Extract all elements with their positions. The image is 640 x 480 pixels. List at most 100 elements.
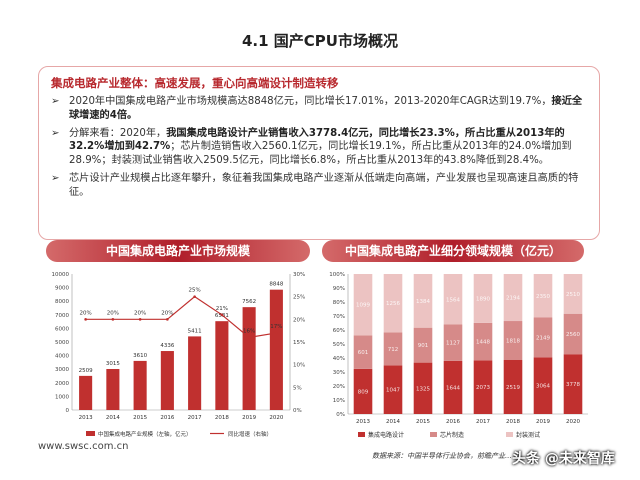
segment-value-label: 1256 bbox=[386, 301, 400, 307]
stacked-bar-segment bbox=[563, 274, 583, 314]
growth-label: 17% bbox=[270, 324, 282, 330]
x-tick-label: 2013 bbox=[79, 415, 93, 421]
x-tick-label: 2014 bbox=[386, 419, 400, 425]
y-tick-label: 90% bbox=[333, 286, 345, 292]
x-tick-label: 2018 bbox=[215, 415, 229, 421]
segment-value-label: 1448 bbox=[476, 340, 490, 346]
stacked-bar-segment bbox=[413, 362, 433, 414]
growth-point bbox=[275, 331, 278, 335]
y-right-tick-label: 25% bbox=[293, 295, 305, 301]
bar-value-label: 8848 bbox=[269, 282, 283, 288]
stacked-bar-segment bbox=[533, 317, 553, 358]
legend-bar-label: 中国集成电路产业规模（左轴，亿元） bbox=[98, 430, 192, 438]
segment-value-label: 2194 bbox=[506, 296, 520, 302]
legend-swatch bbox=[358, 432, 365, 437]
y-left-tick-label: 9000 bbox=[55, 286, 69, 292]
growth-point bbox=[193, 295, 196, 298]
stacked-bar-segment bbox=[353, 274, 373, 336]
growth-label: 21% bbox=[216, 306, 228, 312]
stacked-bar-segment bbox=[503, 360, 523, 414]
stacked-bar-segment bbox=[383, 274, 403, 333]
x-tick-label: 2019 bbox=[242, 415, 256, 421]
growth-point bbox=[166, 318, 169, 321]
bar bbox=[79, 375, 93, 410]
x-tick-label: 2014 bbox=[106, 415, 120, 421]
bar bbox=[188, 336, 202, 410]
footer-url[interactable]: www.swsc.com.cn bbox=[38, 441, 129, 452]
bullet-plain-text: ；芯片制造销售收入2560.1亿元，同比增长19.1%，所占比重从2013年的2… bbox=[69, 141, 572, 167]
bar-value-label: 2509 bbox=[79, 368, 93, 374]
segment-value-label: 1384 bbox=[416, 299, 430, 305]
x-tick-label: 2016 bbox=[446, 419, 460, 425]
y-tick-label: 10% bbox=[333, 398, 345, 404]
legend-label: 集成电路设计 bbox=[368, 431, 404, 439]
bar bbox=[242, 307, 256, 410]
stacked-bar-segment bbox=[563, 354, 583, 414]
watermark: 头条 @未来智库 bbox=[512, 451, 615, 467]
bullet-plain-text: 分解来看：2020年， bbox=[69, 127, 167, 139]
x-tick-label: 2017 bbox=[188, 415, 202, 421]
stacked-bar-segment bbox=[383, 365, 403, 414]
x-tick-label: 2016 bbox=[160, 415, 174, 421]
right-chart-title: 中国集成电路产业细分领域规模（亿元） bbox=[322, 240, 584, 262]
stacked-bar-segment bbox=[533, 274, 553, 318]
y-left-tick-label: 0 bbox=[66, 408, 70, 414]
segment-value-label: 1564 bbox=[446, 297, 460, 303]
bullet-arrow-icon: ➢ bbox=[51, 172, 60, 184]
y-left-tick-label: 4000 bbox=[55, 354, 69, 360]
segment-value-label: 1644 bbox=[446, 385, 460, 391]
segment-value-label: 2560 bbox=[566, 332, 580, 338]
y-left-tick-label: 7000 bbox=[55, 313, 69, 319]
segment-value-label: 2519 bbox=[506, 385, 520, 391]
stacked-bar-segment bbox=[353, 335, 373, 369]
stacked-bar-segment bbox=[473, 274, 493, 323]
x-tick-label: 2020 bbox=[269, 415, 283, 421]
y-left-tick-label: 1000 bbox=[55, 394, 69, 400]
bullet-text: 2020年中国集成电路产业市场规模高达8848亿元，同比增长17.01%，201… bbox=[69, 95, 587, 123]
page-title: 4.1 国产CPU市场概况 bbox=[242, 32, 398, 50]
y-right-tick-label: 20% bbox=[293, 317, 305, 323]
stacked-bar-segment bbox=[353, 368, 373, 414]
y-left-tick-label: 2000 bbox=[55, 381, 69, 387]
market-size-chart: 0 1000 2000 3000 4000 5000 6000 7000 8000 9000 100… bbox=[52, 272, 306, 438]
segment-value-label: 2510 bbox=[566, 292, 580, 298]
y-tick-label: 70% bbox=[333, 314, 345, 320]
growth-point bbox=[220, 313, 224, 317]
bullet-plain-text: 芯片设计产业规模占比逐年攀升，象征着我国集成电路产业逐渐从低端走向高端，产业发展… bbox=[69, 172, 579, 198]
y-left-tick-label: 3000 bbox=[55, 367, 69, 373]
bullet-bold-text: 接近全球增速的4倍。 bbox=[69, 96, 583, 121]
bullet-text: 分解来看：2020年，我国集成电路设计产业销售收入3778.4亿元，同比增长23… bbox=[69, 127, 587, 168]
x-tick-label: 2015 bbox=[416, 419, 430, 425]
bar bbox=[215, 321, 229, 410]
segment-value-label: 2149 bbox=[536, 335, 550, 341]
growth-line bbox=[85, 295, 277, 339]
x-tick-label: 2018 bbox=[506, 419, 520, 425]
stacked-bar-segment bbox=[563, 313, 583, 355]
bar-value-label: 5411 bbox=[188, 328, 202, 334]
legend-swatch bbox=[430, 432, 437, 437]
y-left-tick-label: 10000 bbox=[52, 272, 70, 278]
segment-value-label: 1890 bbox=[476, 296, 490, 302]
x-tick-label: 2015 bbox=[133, 415, 147, 421]
summary-heading: 集成电路产业整体：高速发展，重心向高端设计制造转移 bbox=[51, 76, 339, 90]
growth-point bbox=[84, 318, 87, 321]
segment-value-label: 2073 bbox=[476, 385, 490, 391]
segment-value-label: 601 bbox=[358, 350, 369, 356]
stacked-bar-segment bbox=[443, 360, 463, 414]
y-right-tick-label: 5% bbox=[293, 385, 302, 391]
y-left-tick-label: 8000 bbox=[55, 299, 69, 305]
stacked-bar-segment bbox=[533, 357, 553, 414]
legend-bar-swatch bbox=[86, 431, 95, 436]
x-tick-label: 2017 bbox=[476, 419, 490, 425]
y-tick-label: 50% bbox=[333, 342, 345, 348]
bullet-bold-text: 我国集成电路设计产业销售收入3778.4亿元，同比增长23.3%，所占比重从20… bbox=[69, 127, 565, 153]
growth-label: 20% bbox=[134, 310, 146, 316]
bar-value-label: 7562 bbox=[242, 299, 256, 305]
summary-box: 集成电路产业整体：高速发展，重心向高端设计制造转移 ➢ 2020年中国集成电路产业… bbox=[38, 66, 600, 240]
footer-source: 数据来源：中国半导体行业协会，前瞻产业... bbox=[372, 452, 512, 460]
segment-value-label: 1047 bbox=[386, 388, 400, 394]
legend-label: 封装测试 bbox=[516, 431, 540, 439]
growth-label: 25% bbox=[189, 288, 201, 294]
stacked-bar-segment bbox=[443, 324, 463, 361]
stacked-bar-segment bbox=[443, 274, 463, 325]
